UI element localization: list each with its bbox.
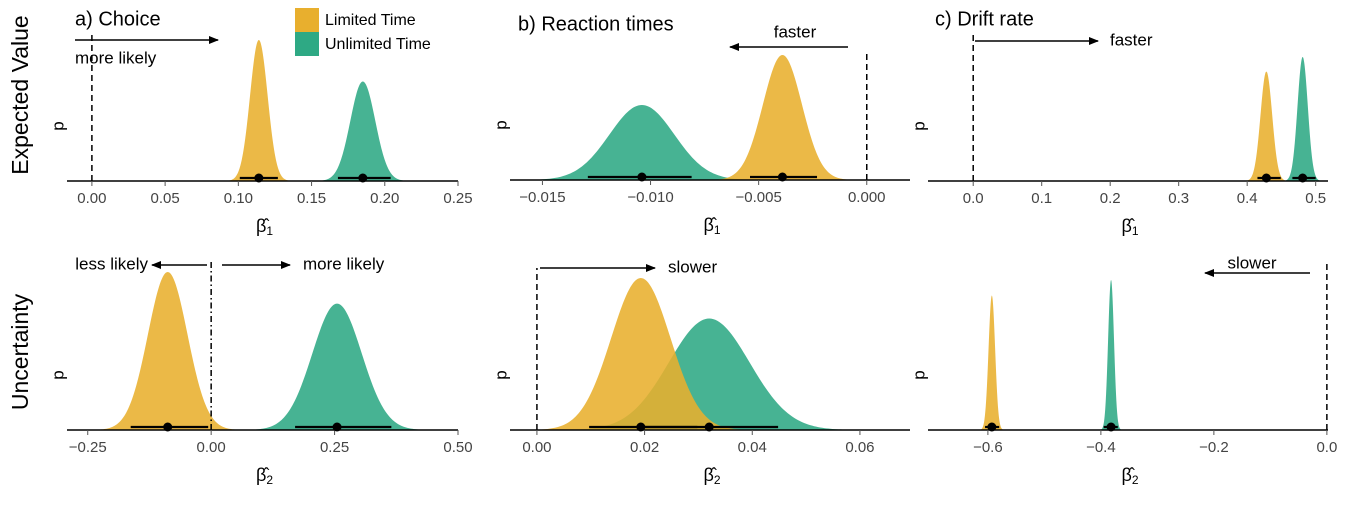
x-tick-label: 0.06 <box>845 439 874 456</box>
x-axis-label: β̂1 <box>256 216 273 238</box>
x-label-subscript: 1 <box>1132 224 1139 238</box>
annotation: faster <box>1110 30 1153 49</box>
y-axis-label: p <box>909 370 928 379</box>
x-axis-label: β̂2 <box>1121 465 1138 487</box>
x-tick-label: −0.010 <box>627 189 673 206</box>
density <box>1099 280 1123 430</box>
point-estimate <box>163 422 173 432</box>
annotation: more likely <box>303 254 385 273</box>
x-tick-label: 0.0 <box>963 190 984 207</box>
annotation: faster <box>774 22 817 41</box>
x-tick-label: 0.50 <box>443 439 472 456</box>
point-estimate <box>358 173 368 183</box>
point-estimate <box>1261 173 1271 183</box>
density <box>88 272 247 430</box>
row-label: Expected Value <box>7 15 33 174</box>
x-tick-label: 0.0 <box>1316 439 1337 456</box>
x-label-symbol: β̂ <box>703 465 716 485</box>
density <box>238 303 436 430</box>
row-label: Uncertainty <box>7 293 33 410</box>
x-tick-label: 0.5 <box>1305 190 1326 207</box>
point-estimate <box>1106 422 1116 432</box>
annotation: slower <box>668 257 717 276</box>
x-label-subscript: 2 <box>714 473 721 487</box>
density <box>1282 57 1324 181</box>
point-estimate <box>777 172 787 182</box>
annotation: slower <box>1227 253 1276 272</box>
x-tick-label: −0.2 <box>1199 439 1229 456</box>
x-tick-label: 0.000 <box>848 189 886 206</box>
x-label-subscript: 1 <box>266 224 273 238</box>
x-label-subscript: 2 <box>266 473 273 487</box>
x-label-symbol: β̂ <box>256 216 269 236</box>
x-tick-label: 0.3 <box>1168 190 1189 207</box>
y-axis-label: p <box>491 120 510 129</box>
point-estimate <box>332 422 342 432</box>
x-tick-label: 0.1 <box>1031 190 1052 207</box>
x-tick-label: −0.6 <box>973 439 1003 456</box>
x-label-symbol: β̂ <box>1121 216 1134 236</box>
x-tick-label: 0.25 <box>443 190 472 207</box>
legend-swatch <box>295 8 319 32</box>
x-tick-label: 0.10 <box>224 190 253 207</box>
x-tick-label: 0.15 <box>297 190 326 207</box>
density <box>512 105 772 180</box>
x-tick-label: 0.00 <box>77 190 106 207</box>
x-label-subscript: 1 <box>714 223 721 237</box>
x-tick-label: 0.05 <box>151 190 180 207</box>
density <box>978 295 1005 430</box>
point-estimate <box>704 422 714 432</box>
x-tick-label: −0.015 <box>519 189 565 206</box>
y-axis-label: p <box>491 370 510 379</box>
x-tick-label: 0.4 <box>1237 190 1258 207</box>
legend-swatch <box>295 32 319 56</box>
density <box>313 81 413 181</box>
x-tick-label: 0.04 <box>738 439 767 456</box>
panel-title: a) Choice <box>75 8 161 30</box>
x-tick-label: 0.20 <box>370 190 399 207</box>
density <box>1243 71 1290 181</box>
x-tick-label: 0.00 <box>522 439 551 456</box>
panel-title: c) Drift rate <box>935 8 1034 30</box>
density <box>547 318 871 430</box>
point-estimate <box>254 173 264 183</box>
x-tick-label: 0.00 <box>197 439 226 456</box>
x-label-symbol: β̂ <box>703 215 716 235</box>
x-label-symbol: β̂ <box>256 465 269 485</box>
x-tick-label: 0.2 <box>1100 190 1121 207</box>
x-axis-label: β̂1 <box>1121 216 1138 238</box>
x-tick-label: 0.25 <box>320 439 349 456</box>
x-tick-label: −0.25 <box>69 439 107 456</box>
density <box>223 40 294 181</box>
x-label-subscript: 2 <box>1132 473 1139 487</box>
legend-label: Limited Time <box>325 12 416 29</box>
point-estimate <box>1298 173 1308 183</box>
x-tick-label: 0.02 <box>630 439 659 456</box>
density <box>522 278 760 430</box>
annotation: less likely <box>75 254 148 273</box>
x-tick-label: −0.4 <box>1086 439 1116 456</box>
legend-label: Unlimited Time <box>325 36 431 53</box>
x-axis-label: β̂1 <box>703 215 720 237</box>
point-estimate <box>637 172 647 182</box>
annotation: more likely <box>75 48 157 67</box>
x-axis-label: β̂2 <box>256 465 273 487</box>
x-label-symbol: β̂ <box>1121 465 1134 485</box>
x-axis-label: β̂2 <box>703 465 720 487</box>
y-axis-label: p <box>909 121 928 130</box>
y-axis-label: p <box>48 121 67 130</box>
y-axis-label: p <box>48 370 67 379</box>
point-estimate <box>987 422 997 432</box>
density <box>704 55 861 180</box>
panel-title: b) Reaction times <box>518 13 674 35</box>
x-tick-label: −0.005 <box>736 189 782 206</box>
